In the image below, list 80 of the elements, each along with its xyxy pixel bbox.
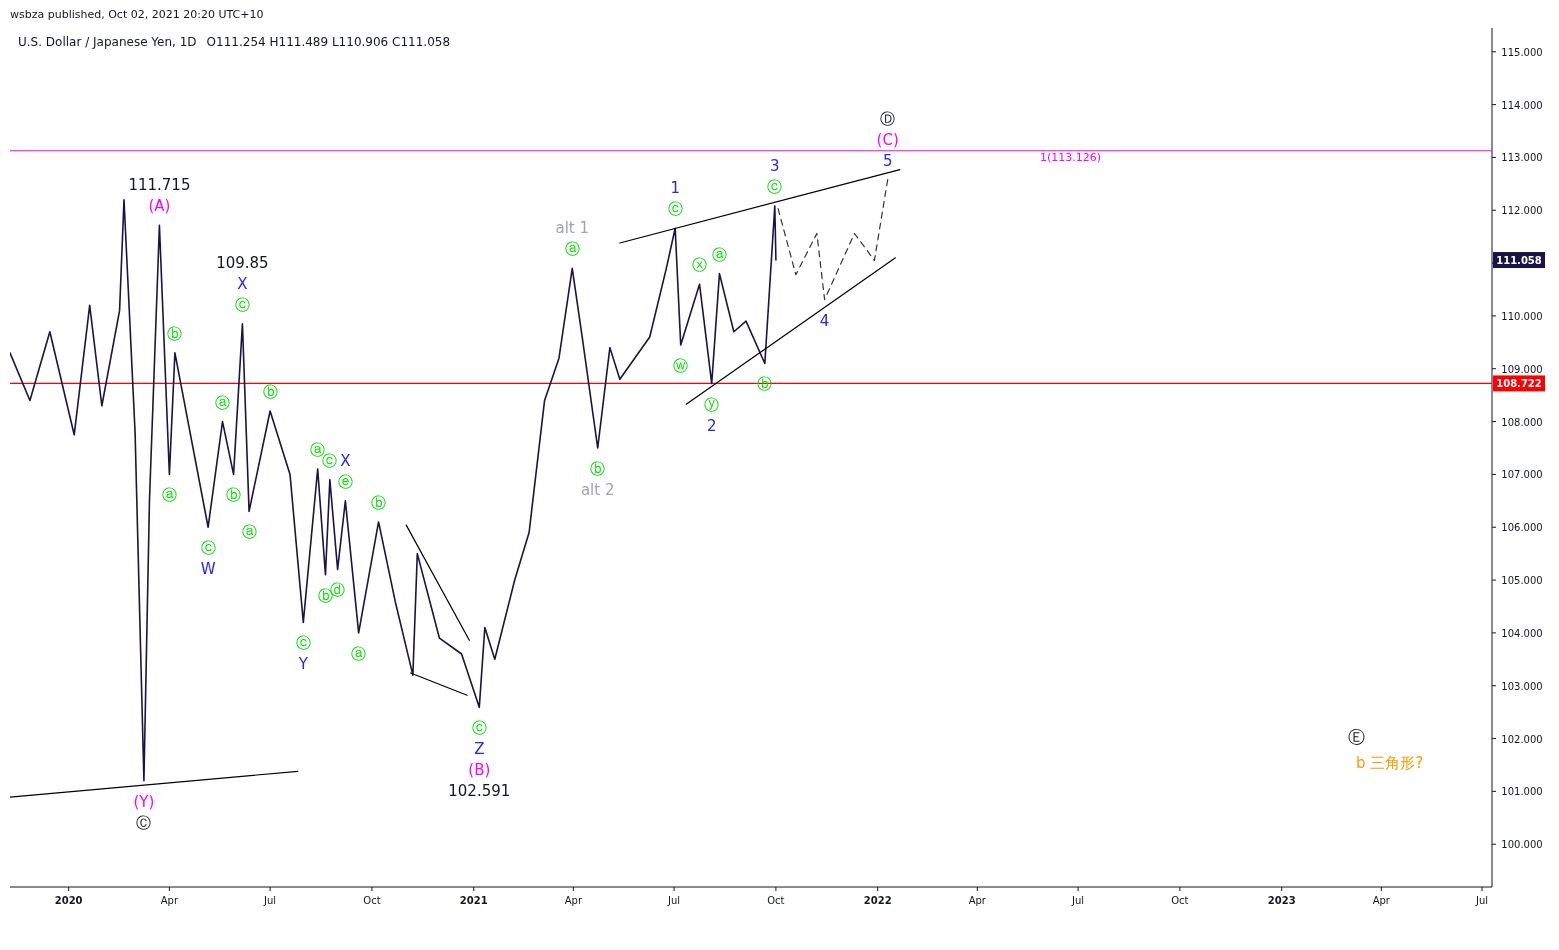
annotation: 2 xyxy=(706,416,717,435)
annotation: (C) xyxy=(876,130,899,149)
x-tick-label: Jul xyxy=(263,895,277,906)
annotation: Ⓔ xyxy=(1347,727,1365,747)
annotation: (B) xyxy=(468,761,491,780)
annotation: Ⓒ xyxy=(136,813,152,832)
annotation: ⓨ xyxy=(704,395,720,414)
x-tick-label: Jul xyxy=(1071,895,1085,906)
annotation: ⓒ xyxy=(767,178,783,197)
x-tick-label: Oct xyxy=(1171,895,1189,906)
annotation: ⓒ xyxy=(471,719,487,738)
annotation: 1 xyxy=(670,179,680,198)
annotation: 4 xyxy=(819,311,830,330)
y-tick-label: 106.000 xyxy=(1501,522,1543,534)
y-tick-label: 114.000 xyxy=(1501,99,1543,111)
y-tick-label: 109.000 xyxy=(1501,363,1543,375)
annotation: ⓧ xyxy=(692,256,708,275)
y-tick-label: 110.000 xyxy=(1501,310,1543,322)
x-tick-label: Apr xyxy=(160,895,179,906)
annotation: ⓔ xyxy=(337,472,353,491)
y-tick-label: 103.000 xyxy=(1501,680,1543,692)
annotation: ⓑ xyxy=(226,486,242,505)
text: U.S. Dollar / Japanese Yen, 1D xyxy=(18,35,197,49)
annotation: ⓐ xyxy=(215,393,230,412)
y-tick-label: 102.000 xyxy=(1501,733,1543,745)
annotation: ⓒ xyxy=(295,634,311,653)
annotation: ⓐ xyxy=(241,523,257,542)
x-tick-label: 2020 xyxy=(54,895,83,906)
annotation: 5 xyxy=(882,151,893,170)
y-tick-label: 101.000 xyxy=(1501,786,1543,798)
ref-line-label: 1(113.126) xyxy=(1040,150,1102,164)
annotation: 111.715 xyxy=(128,176,191,195)
annotation: 102.591 xyxy=(448,782,511,801)
x-tick-label: Apr xyxy=(1372,895,1391,906)
ref-line-label: 108.722 xyxy=(1496,378,1542,390)
text: 111.058 xyxy=(1496,255,1542,267)
annotation: ⓑ xyxy=(590,459,606,478)
x-tick-label: 2021 xyxy=(459,895,488,906)
annotation: (A) xyxy=(148,197,171,216)
y-tick-label: 100.000 xyxy=(1501,839,1543,851)
annotation: ⓒ xyxy=(234,295,250,314)
annotation: ⓦ xyxy=(673,356,689,375)
annotation: 3 xyxy=(770,157,780,176)
x-tick-label: 2023 xyxy=(1267,895,1296,906)
x-tick-label: Oct xyxy=(767,895,785,906)
annotation: Ⓓ xyxy=(880,109,896,128)
annotation: ⓑ xyxy=(262,383,278,402)
y-tick-label: 105.000 xyxy=(1501,575,1543,587)
y-tick-label: 108.000 xyxy=(1501,416,1543,428)
y-tick-label: 112.000 xyxy=(1501,205,1543,217)
text: wsbza published, Oct 02, 2021 20:20 UTC+10 xyxy=(10,8,264,21)
annotation: ⓐ xyxy=(161,486,177,505)
x-tick-label: Apr xyxy=(968,895,987,906)
annotation: ⓒ xyxy=(667,200,683,219)
annotation: X xyxy=(237,274,248,293)
annotation: ⓐ xyxy=(351,644,367,663)
y-tick-label: 107.000 xyxy=(1501,469,1543,481)
y-tick-label: 113.000 xyxy=(1501,152,1543,164)
x-tick-label: Jul xyxy=(667,895,681,906)
annotation: ⓑ xyxy=(167,324,183,343)
y-tick-label: 115.000 xyxy=(1501,46,1543,58)
x-tick-label: 2022 xyxy=(863,895,892,906)
annotation: ⓐ xyxy=(711,245,727,264)
annotation: W xyxy=(200,560,216,579)
x-tick-label: Apr xyxy=(564,895,583,906)
annotation: 109.85 xyxy=(216,253,269,272)
annotation: ⓐ xyxy=(564,240,580,259)
annotation: ⓑ xyxy=(371,493,387,512)
annotation: (Y) xyxy=(133,792,155,811)
x-tick-label: Oct xyxy=(363,895,381,906)
annotation: alt 2 xyxy=(580,480,615,499)
annotation: ⓒ xyxy=(200,539,216,558)
annotation: X xyxy=(340,451,351,470)
x-tick-label: Jul xyxy=(1475,895,1489,906)
annotation: alt 1 xyxy=(555,219,590,238)
y-tick-label: 104.000 xyxy=(1501,627,1543,639)
annotation: b 三角形? xyxy=(1356,754,1424,772)
text: O111.254 H111.489 L110.906 C111.058 xyxy=(206,35,451,49)
annotation: Z xyxy=(474,740,485,759)
annotation: Y xyxy=(297,655,309,674)
